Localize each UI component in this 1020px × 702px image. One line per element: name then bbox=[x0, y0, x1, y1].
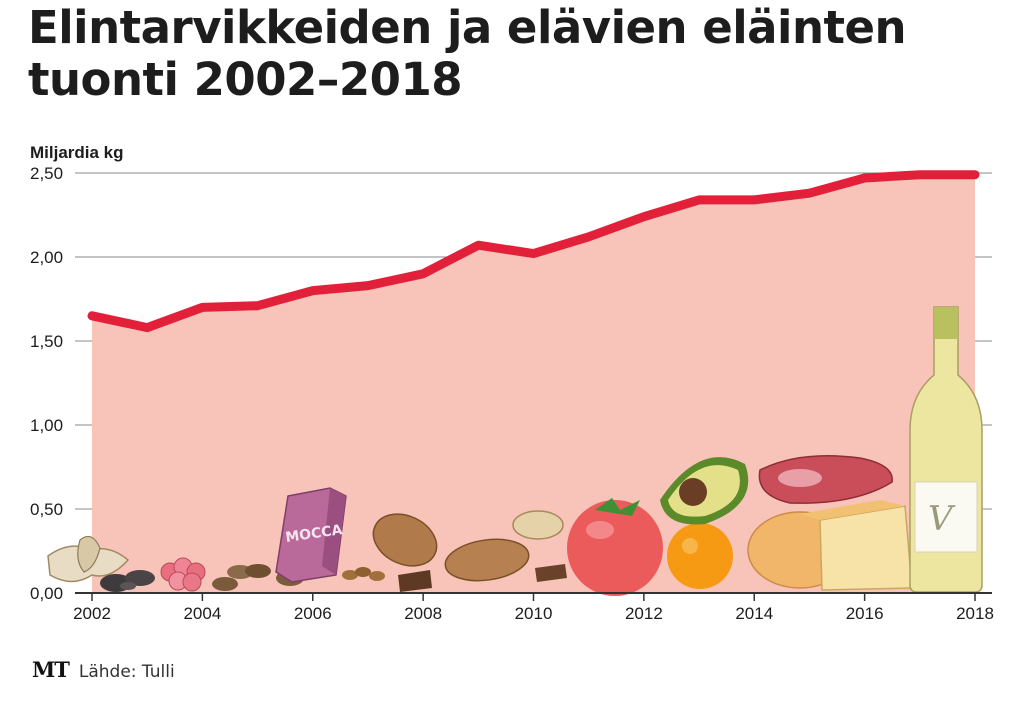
avocado-icon bbox=[660, 457, 749, 525]
data-point-2004 bbox=[201, 306, 204, 309]
walnut-icon bbox=[512, 510, 564, 540]
y-tick-label: 1,50 bbox=[30, 332, 63, 351]
wine-bottle-icon: V bbox=[909, 306, 983, 593]
data-point-2005 bbox=[256, 304, 259, 307]
area-chart: MOCCA bbox=[30, 164, 994, 623]
source-note: Lähde: Tulli bbox=[78, 662, 175, 682]
cocoa-pod-icon bbox=[47, 535, 130, 583]
data-point-2010 bbox=[532, 252, 535, 255]
data-point-2014 bbox=[753, 198, 756, 201]
x-tick-label: 2012 bbox=[625, 604, 663, 623]
coffee-package-label: MOCCA bbox=[284, 522, 343, 546]
meat-icon bbox=[758, 454, 893, 504]
x-tick-label: 2006 bbox=[294, 604, 332, 623]
x-tick-label: 2010 bbox=[515, 604, 553, 623]
x-tick-label: 2014 bbox=[735, 604, 773, 623]
y-tick-label: 2,50 bbox=[30, 164, 63, 183]
chart-title: Elintarvikkeiden ja elävien eläinten tuo… bbox=[28, 2, 988, 106]
food-illustrations: MOCCA bbox=[47, 306, 983, 596]
y-axis-label: Miljardia kg bbox=[30, 143, 124, 162]
x-tick-label: 2008 bbox=[404, 604, 442, 623]
data-point-2013 bbox=[698, 198, 701, 201]
cheese-icon bbox=[747, 500, 913, 591]
data-point-2017 bbox=[918, 173, 921, 176]
coffee-package-icon: MOCCA bbox=[275, 487, 347, 583]
svg-text:V: V bbox=[928, 499, 956, 539]
y-tick-label: 1,00 bbox=[30, 416, 63, 435]
y-tick-label: 0,50 bbox=[30, 500, 63, 519]
data-point-2007 bbox=[366, 284, 369, 287]
x-tick-label: 2018 bbox=[956, 604, 994, 623]
x-tick-label: 2002 bbox=[73, 604, 111, 623]
title-line-2: tuonti 2002–2018 bbox=[28, 53, 463, 106]
data-point-2009 bbox=[477, 244, 480, 247]
data-point-2006 bbox=[311, 289, 314, 292]
x-tick-label: 2016 bbox=[846, 604, 884, 623]
chocolate-icon bbox=[398, 564, 567, 592]
data-point-2015 bbox=[808, 192, 811, 195]
axes: 0,00 0,50 1,00 1,50 2,00 2,50 2002 2004 2006 2008… bbox=[30, 164, 994, 623]
data-point-2003 bbox=[146, 326, 149, 329]
data-point-2011 bbox=[587, 235, 590, 238]
data-point-2008 bbox=[422, 272, 425, 275]
footer: MT Lähde: Tulli bbox=[32, 657, 175, 685]
y-tick-label: 2,00 bbox=[30, 248, 63, 267]
y-tick-label: 0,00 bbox=[30, 584, 63, 603]
mt-logo: MT bbox=[32, 657, 70, 682]
grapes-icon bbox=[160, 557, 206, 592]
data-point-2016 bbox=[863, 177, 866, 180]
orange-icon bbox=[667, 523, 733, 589]
area-fill bbox=[92, 174, 975, 593]
tomato-icon bbox=[567, 498, 663, 596]
almonds-icon bbox=[342, 513, 530, 582]
data-point-2018 bbox=[974, 173, 976, 176]
x-tick-label: 2004 bbox=[183, 604, 221, 623]
data-point-2012 bbox=[642, 215, 645, 218]
title-line-1: Elintarvikkeiden ja elävien eläinten bbox=[28, 1, 907, 54]
cocoa-beans-icon bbox=[100, 570, 155, 592]
data-point-2002 bbox=[91, 314, 93, 317]
